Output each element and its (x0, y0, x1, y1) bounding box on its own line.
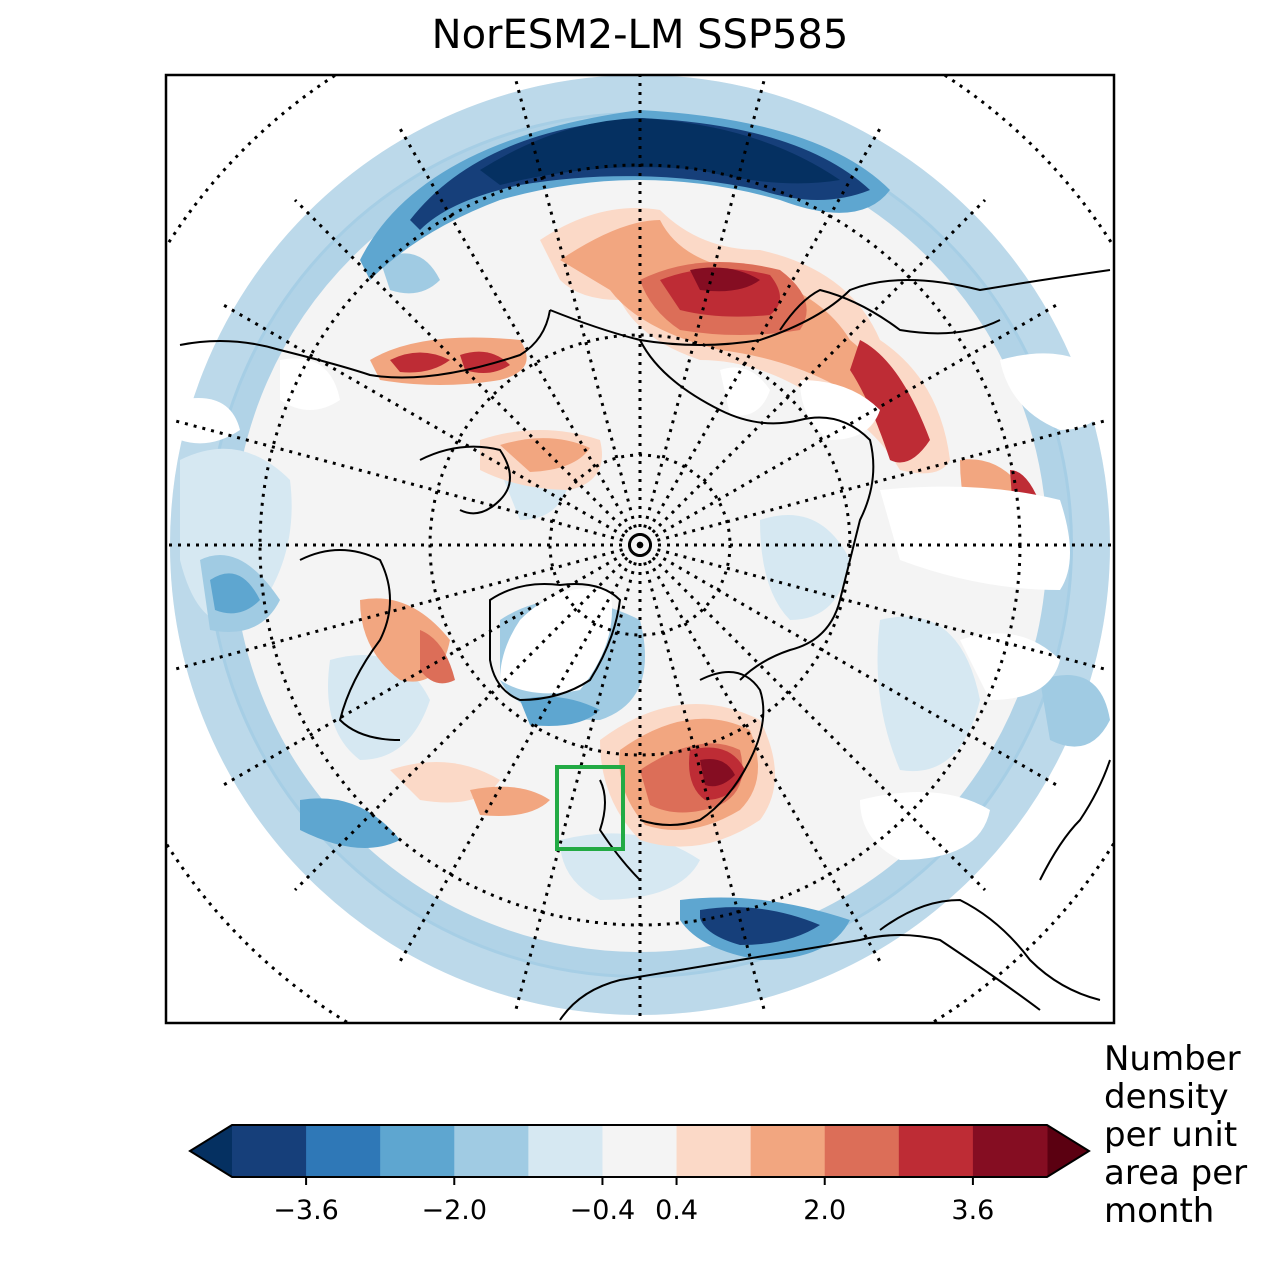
meridian-gridlines (166, 75, 1114, 1023)
colorbar-tick-label: 2.0 (803, 1195, 846, 1226)
masked-regions (180, 353, 1110, 860)
map-frame (164, 73, 1116, 1025)
colorbar-tick-label: −2.0 (421, 1195, 487, 1226)
colorbar-segment (528, 1125, 603, 1177)
colorbar-tick-label: 3.6 (951, 1195, 994, 1226)
colorbar-segment (232, 1125, 307, 1177)
colorbar-segment (676, 1125, 752, 1177)
coastlines (179, 269, 1111, 1021)
colorbar-segment (380, 1125, 455, 1177)
colorbar-extend-min (190, 1125, 232, 1177)
colorbar-label: Number density per unit area per month (1104, 1039, 1248, 1231)
colorbar-tick-label: −3.6 (273, 1195, 339, 1226)
colorbar-segment (972, 1125, 1048, 1177)
colorbar-segment (824, 1125, 900, 1177)
colorbar-segment (750, 1125, 826, 1177)
colorbar-segment (602, 1125, 678, 1177)
figure-title: NorESM2-LM SSP585 (431, 12, 849, 58)
polar-map (164, 73, 1116, 1025)
colorbar-tick-label: 0.4 (655, 1195, 698, 1226)
colorbar-segment (898, 1125, 974, 1177)
colorbar-tick-label: −0.4 (570, 1195, 636, 1226)
colorbar-segment (454, 1125, 529, 1177)
latitude-gridlines (166, 75, 1114, 1023)
colorbar-segment (306, 1125, 381, 1177)
colorbar-extend-max (1047, 1125, 1089, 1177)
region-box (555, 765, 625, 851)
colorbar-outline (188, 1124, 1091, 1178)
